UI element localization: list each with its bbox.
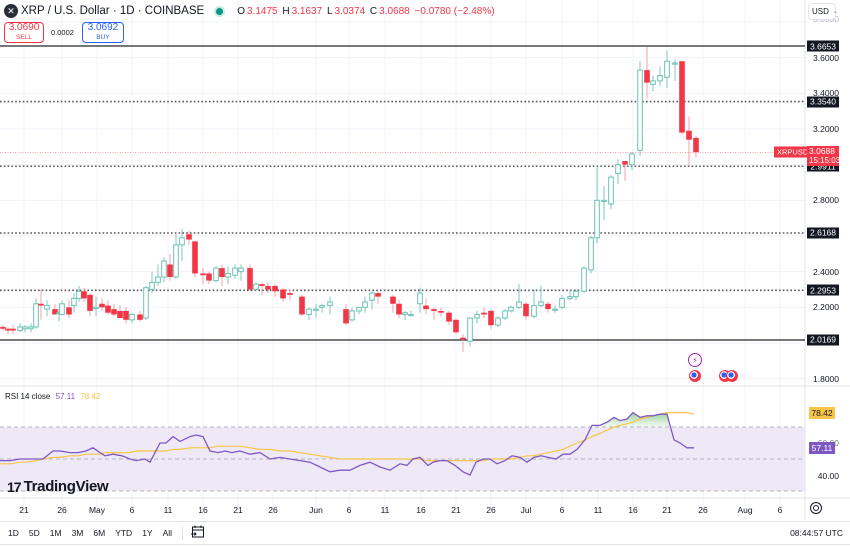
time-axis-tick: 16 [198,505,208,515]
time-axis-tick: May [88,505,106,515]
event-dividend[interactable]: ⚡ [688,353,702,367]
chart-header: ✕ XRP / U.S. Dollar · 1D · COINBASE O 3.1… [0,0,497,22]
us-flag-icon [689,370,701,382]
xrp-logo-icon: ✕ [4,4,18,18]
brand-name: TradingView [23,478,109,495]
event-us-economic-1[interactable] [689,370,701,382]
bottom-toolbar: 1D 5D 1M 3M 6M YTD 1Y All 08:44:57 UTC [0,521,850,545]
price-axis-label: 1.8000 [813,373,839,384]
tradingview-logo[interactable]: 17 TradingView [7,478,109,495]
time-axis-tick: Jul [520,505,532,515]
time-axis-tick: 6 [777,505,783,515]
buy-button[interactable]: 3.0692 BUY [81,22,124,43]
toolbar-divider [182,526,184,540]
time-axis-tick: 26 [486,505,496,515]
us-flag-icon [726,370,738,382]
low-label: L [326,5,333,17]
time-axis-tick: 6 [129,505,135,515]
symbol-title[interactable]: XRP / U.S. Dollar · 1D · COINBASE [21,5,205,17]
time-axis-tick: 26 [268,505,278,515]
range-ytd[interactable]: YTD [115,528,133,538]
last-price-badge: 3.0688 15:15:03 [807,146,841,166]
market-open-status-icon [216,7,224,15]
open-label: O [237,5,245,17]
currency-value: USD [812,7,829,16]
time-axis-tick: 6 [346,505,352,515]
open-value: 3.1475 [246,5,278,17]
level-price-badge: 3.6653 [807,40,839,52]
rsi-ma-value: 78.42 [80,392,101,401]
price-axis-label: 3.6000 [813,52,839,63]
change-value: −0.0780 (−2.48%) [414,5,495,17]
buy-label: BUY [96,34,110,41]
rsi-ma-badge: 78.42 [809,407,835,419]
time-axis-tick: 6 [559,505,565,515]
last-price-value: 3.0688 [809,146,835,156]
high-value: 3.1637 [291,5,323,17]
sell-price: 3.0690 [8,22,40,33]
range-1y[interactable]: 1Y [142,528,153,538]
chevron-down-icon: ⌄ [832,9,838,15]
trade-buttons: 3.0690 SELL 0.0002 3.0692 BUY [4,22,124,43]
price-axis-label: 2.2000 [813,302,839,313]
settings-gear-icon[interactable] [810,502,822,514]
time-axis-tick: 11 [380,505,390,515]
price-axis-label: 3.4000 [813,88,839,99]
time-axis-tick: Jun [309,505,323,515]
time-axis-tick: 21 [19,505,29,515]
range-all[interactable]: All [162,528,173,538]
time-axis-tick: 16 [416,505,426,515]
close-label: C [369,5,378,17]
range-6m[interactable]: 6M [93,528,106,538]
time-axis-tick: 16 [628,505,638,515]
price-axis-label: 2.4000 [813,266,839,277]
time-axis-tick: 26 [698,505,708,515]
level-price-badge: 3.3540 [807,96,839,108]
symbol-tag: XRPUSD [774,146,812,158]
lightning-event-icon: ⚡ [688,353,702,367]
spread-value: 0.0002 [51,28,74,37]
price-axis-label: 3.2000 [813,123,839,134]
time-axis-tick: 21 [451,505,461,515]
time-axis-tick: 21 [662,505,672,515]
range-1d[interactable]: 1D [8,528,19,538]
time-axis-tick: 26 [57,505,67,515]
bar-countdown: 15:15:03 [809,156,841,165]
close-value: 3.0688 [379,5,410,17]
rsi-axis-40: 40.00 [817,471,839,481]
rsi-name: RSI 14 close [5,392,51,401]
ohlc-values: O 3.1475 H 3.1637 L 3.0374 C 3.0688 −0.0780 … [237,6,496,17]
rsi-legend[interactable]: RSI 14 close 57.11 78.42 [5,392,100,401]
range-3m[interactable]: 3M [71,528,84,538]
level-price-badge: 2.9911 [807,160,839,172]
level-price-badge: 2.0169 [807,334,839,346]
time-axis-tick: 11 [163,505,173,515]
range-5d[interactable]: 5D [28,528,40,538]
time-axis-tick: 21 [233,505,243,515]
level-price-badge: 2.6168 [807,227,839,239]
utc-clock[interactable]: 08:44:57 UTC [790,528,843,538]
low-value: 3.0374 [334,5,366,17]
time-axis-tick: Aug [737,505,753,515]
time-axis[interactable]: 21 26 May 6 11 16 21 26 Jun 6 11 16 21 26 Jul 6 11 16 21 26… [0,498,805,520]
high-label: H [282,5,290,17]
range-1m[interactable]: 1M [49,528,62,538]
go-to-date-icon[interactable] [191,525,205,541]
price-axis-label: 2.8000 [813,195,839,206]
sell-label: SELL [16,34,32,41]
rsi-value: 57.11 [55,392,76,401]
rsi-value-badge: 57.11 [809,442,835,454]
buy-price: 3.0692 [87,22,119,33]
tradingview-logo-icon: 17 [7,478,22,495]
event-us-economic-3[interactable] [726,370,738,382]
sell-button[interactable]: 3.0690 SELL [4,22,44,43]
time-axis-tick: 11 [593,505,603,515]
currency-select[interactable]: USD ⌄ [808,3,838,20]
level-price-badge: 2.2953 [807,284,839,296]
